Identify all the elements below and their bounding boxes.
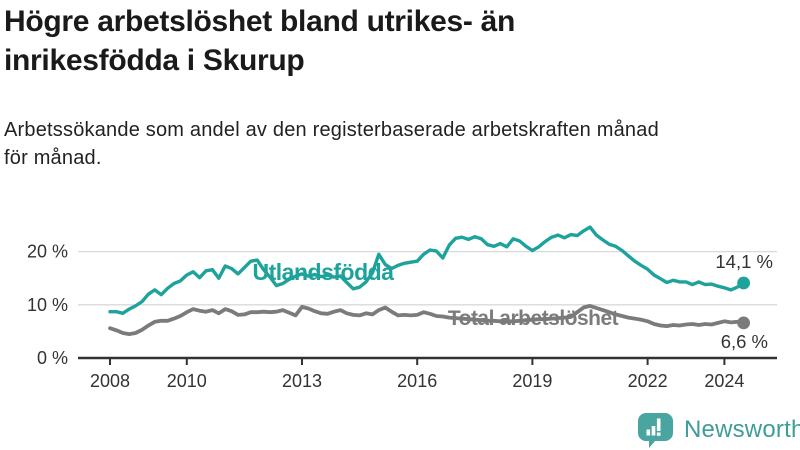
series-group [108,225,751,337]
y-tick-label-10: 10 % [27,295,68,315]
y-tick-label-20: 20 % [27,242,68,262]
x-tick-label-2024: 2024 [704,371,744,391]
end-value-label-utlandsfodda: 14,1 % [715,251,773,272]
chart-subtitle: Arbetssökande som andel av den registerb… [4,119,659,169]
x-tick-label-2016: 2016 [397,371,437,391]
end-dot-utlandsfodda [737,276,751,290]
bar-medium [651,425,656,435]
y-tick-label-0: 0 % [37,348,68,368]
x-tick-label-2013: 2013 [282,371,322,391]
exclamation-bar [656,418,661,431]
newsworthy-logo[interactable]: Newsworthy [638,412,800,448]
exclamation-dot [656,432,661,436]
speech-bubble-shape [638,412,673,448]
end-dot-total [737,316,751,330]
x-tick-label-2008: 2008 [90,371,130,391]
end-value-label-total: 6,6 % [721,331,768,352]
bar-chart-speech-bubble-icon [638,412,673,448]
series-label-utlandsfodda: Utlandsfödda [253,259,395,285]
series-line-utlandsfodda [108,225,746,315]
series-line-total [108,303,746,337]
bar-short [646,429,651,435]
x-tick-label-2022: 2022 [628,371,668,391]
labels-group: Utlandsfödda Total arbetslöshet 14,1 % 6,6 … [253,251,773,352]
newsworthy-brand-text: Newsworthy [684,416,800,443]
x-tick-label-2019: 2019 [512,371,552,391]
page-title: Högre arbetslöshet bland utrikes- än inr… [4,5,515,77]
series-label-total: Total arbetslöshet [448,307,619,330]
axis-group: 2008 2010 2013 2016 2019 2022 2024 0 % 10 % 20 % [27,242,777,391]
x-tick-label-2010: 2010 [167,371,207,391]
